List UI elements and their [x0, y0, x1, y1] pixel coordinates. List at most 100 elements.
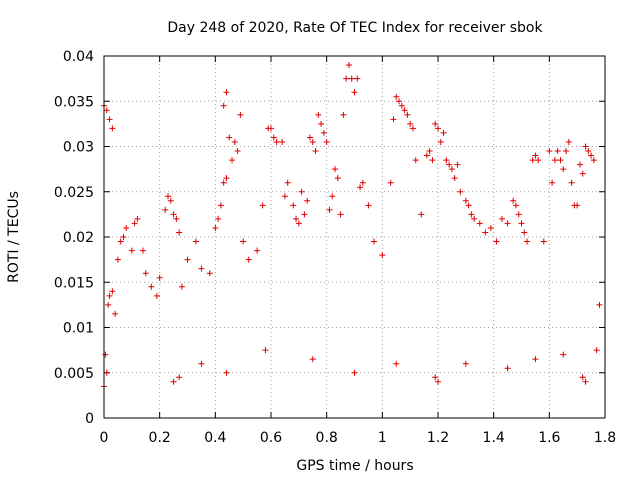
data-point	[229, 157, 236, 164]
data-point	[318, 120, 325, 127]
data-point	[301, 211, 308, 218]
data-point	[387, 179, 394, 186]
data-point	[215, 215, 222, 222]
y-tick-label: 0.04	[63, 49, 94, 65]
data-point	[448, 166, 455, 173]
data-point	[482, 229, 489, 236]
data-point	[162, 206, 169, 213]
data-point	[563, 148, 570, 155]
data-point	[379, 252, 386, 259]
data-point	[259, 202, 266, 209]
data-point	[568, 179, 575, 186]
data-point	[198, 360, 205, 367]
data-point	[532, 152, 539, 159]
data-point	[579, 170, 586, 177]
data-point	[332, 166, 339, 173]
data-point	[334, 175, 341, 182]
data-point	[206, 270, 213, 277]
data-point	[535, 157, 542, 164]
data-point	[390, 116, 397, 123]
data-point	[109, 125, 116, 132]
data-point	[223, 89, 230, 96]
data-point	[551, 157, 558, 164]
data-point	[518, 220, 525, 227]
data-point	[499, 215, 506, 222]
data-point	[579, 374, 586, 381]
data-point	[468, 211, 475, 218]
data-point	[176, 229, 183, 236]
data-point	[306, 134, 313, 141]
data-point	[295, 220, 302, 227]
data-point	[351, 369, 358, 376]
data-point	[103, 107, 110, 114]
data-point	[223, 175, 230, 182]
data-point	[309, 356, 316, 363]
data-point	[170, 378, 177, 385]
x-tick-label: 1.8	[594, 430, 616, 446]
data-point	[557, 157, 564, 164]
y-tick-label: 0.015	[54, 275, 94, 291]
data-point	[284, 179, 291, 186]
y-tick-label: 0.035	[54, 94, 94, 110]
data-point	[504, 365, 511, 372]
data-point	[262, 347, 269, 354]
data-point	[590, 157, 597, 164]
data-point	[106, 292, 113, 299]
data-point	[465, 202, 472, 209]
data-point	[354, 75, 361, 82]
data-point	[134, 215, 141, 222]
data-point	[510, 197, 517, 204]
x-axis-label: GPS time / hours	[296, 458, 413, 474]
data-point	[401, 107, 408, 114]
data-point	[298, 188, 305, 195]
x-tick-label: 0.6	[260, 430, 282, 446]
data-point	[549, 179, 556, 186]
data-point	[345, 62, 352, 69]
x-tick-label: 0	[100, 430, 109, 446]
x-tick-label: 1.2	[427, 430, 449, 446]
data-point	[457, 188, 464, 195]
data-point	[114, 256, 121, 263]
data-point	[323, 138, 330, 145]
data-point	[429, 157, 436, 164]
data-point	[120, 234, 127, 240]
data-point	[131, 220, 138, 227]
x-tick-label: 0.8	[316, 430, 338, 446]
data-point	[176, 374, 183, 381]
data-point	[340, 111, 347, 118]
y-axis-label: ROTI / TECUs	[6, 191, 22, 283]
data-point	[112, 310, 119, 317]
data-point	[554, 148, 561, 155]
x-tick-label: 1.6	[538, 430, 560, 446]
data-point	[560, 166, 567, 173]
data-point	[529, 157, 536, 164]
data-point	[585, 148, 592, 155]
axis-ticks: 0 0.2 0.4 0.6 0.8 1 1.2 1.4 1.6 1.8 0 0.005 0.01 0.01…	[54, 49, 616, 446]
data-point	[304, 197, 311, 204]
data-point	[582, 143, 589, 150]
data-point	[351, 89, 358, 96]
data-point	[357, 184, 364, 191]
data-point	[320, 129, 327, 136]
data-point	[462, 197, 469, 204]
data-point	[426, 148, 433, 155]
plot-frame	[103, 55, 606, 419]
data-point	[173, 215, 180, 222]
data-point	[192, 238, 199, 245]
data-point	[240, 238, 247, 245]
data-point	[432, 374, 439, 381]
data-point	[315, 111, 322, 118]
data-point	[102, 351, 109, 358]
data-point	[440, 129, 447, 136]
x-tick-label: 1	[378, 430, 387, 446]
data-point	[106, 116, 113, 123]
y-tick-label: 0.02	[63, 230, 94, 246]
data-point	[574, 202, 581, 209]
data-point	[105, 301, 112, 308]
data-point	[220, 102, 227, 109]
x-tick-label: 0.2	[149, 430, 171, 446]
data-point	[103, 369, 110, 376]
data-point	[254, 247, 261, 254]
data-point	[396, 98, 403, 105]
